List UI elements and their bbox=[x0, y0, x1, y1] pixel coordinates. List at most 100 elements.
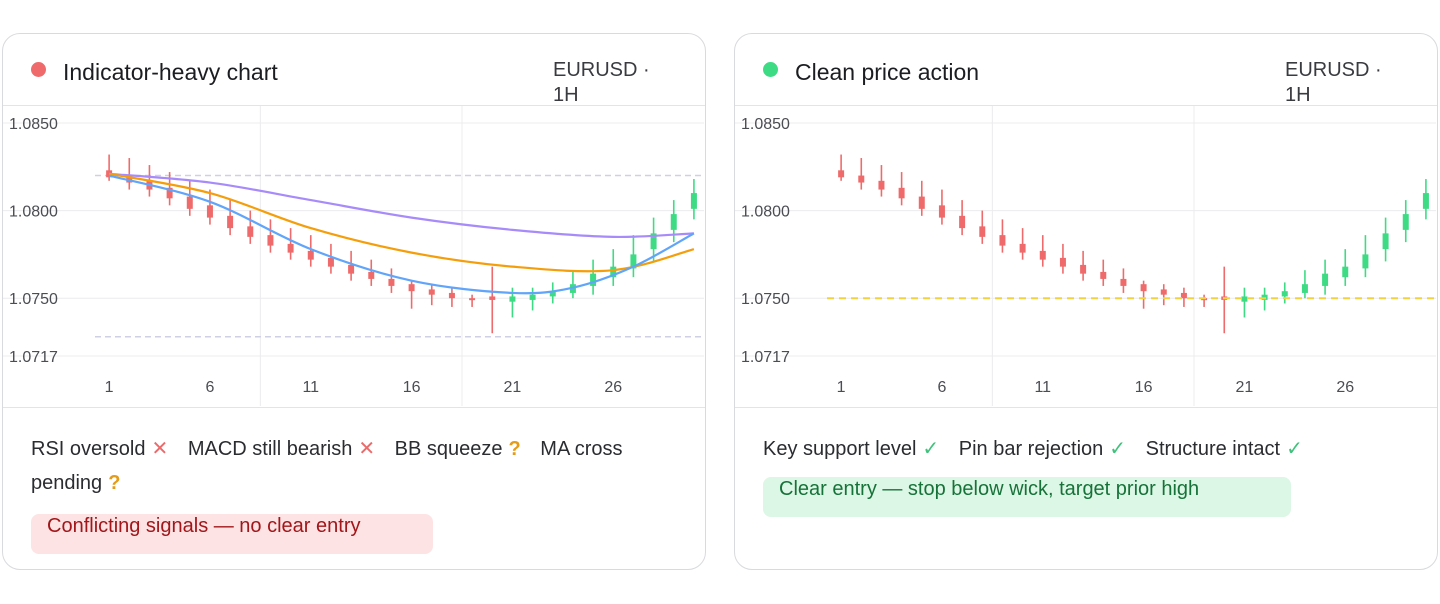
candle-bearish bbox=[1160, 284, 1167, 306]
candle-body bbox=[287, 243, 294, 253]
signal-item: MA cross pending? bbox=[31, 438, 623, 494]
signal-label: RSI oversold bbox=[31, 438, 146, 460]
candle-body bbox=[918, 196, 925, 209]
candle-body bbox=[126, 175, 133, 183]
candle-bearish bbox=[1059, 243, 1066, 274]
candle-body bbox=[247, 226, 254, 237]
candle-bullish bbox=[690, 179, 697, 220]
candle-body bbox=[448, 292, 455, 299]
candle-bearish bbox=[938, 189, 945, 225]
candle-bearish bbox=[1180, 287, 1187, 307]
candle-bearish bbox=[206, 189, 213, 225]
signal-label: MA cross pending bbox=[31, 438, 623, 494]
panel-indicator-heavy: Indicator-heavy chart EURUSD · 1H 1.0850… bbox=[2, 33, 706, 570]
candle-bullish bbox=[1422, 179, 1429, 220]
y-tick-label: 1.0800 bbox=[9, 204, 58, 221]
y-tick-label: 1.0850 bbox=[9, 116, 58, 133]
candle-bullish bbox=[1342, 249, 1349, 286]
candle-body bbox=[959, 215, 966, 229]
candle-body bbox=[690, 193, 697, 209]
footer-divider bbox=[735, 407, 1437, 408]
candle-body bbox=[106, 170, 113, 178]
candle-body bbox=[1019, 243, 1026, 253]
candle-body bbox=[630, 254, 637, 269]
candle-bearish bbox=[287, 228, 294, 260]
candle-body bbox=[348, 264, 355, 274]
candle-body bbox=[509, 296, 516, 302]
check-icon: ✓ bbox=[922, 438, 940, 460]
symbol-timeframe: EURUSD · 1H bbox=[1285, 59, 1382, 106]
panel-title: Indicator-heavy chart bbox=[63, 59, 278, 85]
candle-bullish bbox=[529, 287, 536, 311]
candle-body bbox=[1120, 278, 1127, 286]
candle-bearish bbox=[999, 219, 1006, 253]
candle-body bbox=[307, 250, 314, 260]
candle-body bbox=[1301, 284, 1308, 293]
moving-average-line bbox=[108, 174, 695, 295]
candle-bearish bbox=[368, 259, 375, 286]
y-tick-label: 1.0717 bbox=[741, 349, 790, 366]
signal-label: BB squeeze bbox=[394, 438, 503, 460]
candle-bullish bbox=[1281, 282, 1288, 304]
candle-bullish bbox=[1402, 200, 1409, 243]
candle-body bbox=[878, 180, 885, 190]
candle-body bbox=[408, 284, 415, 292]
question-icon: ? bbox=[508, 438, 521, 460]
candle-bullish bbox=[1362, 235, 1369, 278]
candle-body bbox=[1180, 292, 1187, 299]
candle-body bbox=[590, 273, 597, 286]
status-dot-green bbox=[763, 62, 778, 77]
candle-bullish bbox=[1382, 217, 1389, 262]
candle-body bbox=[1422, 193, 1429, 209]
candle-bearish bbox=[1221, 266, 1228, 334]
footer-divider bbox=[3, 407, 705, 408]
candle-bearish bbox=[348, 250, 355, 281]
header-divider bbox=[735, 105, 1437, 106]
candle-body bbox=[428, 289, 435, 295]
candle-body bbox=[670, 214, 677, 230]
signal-list: Key support level ✓ Pin bar rejection ✓ St… bbox=[763, 432, 1403, 466]
candle-bearish bbox=[858, 158, 865, 190]
candle-bearish bbox=[247, 210, 254, 244]
candle-body bbox=[1160, 289, 1167, 295]
check-icon: ✓ bbox=[1286, 438, 1303, 460]
cross-icon: ✕ bbox=[151, 438, 169, 460]
status-dot-red bbox=[31, 62, 46, 77]
panel-clean-price-action: Clean price action EURUSD · 1H 1.0850 1.0… bbox=[734, 33, 1438, 570]
candle-bearish bbox=[959, 200, 966, 236]
signal-item: RSI oversold ✕ bbox=[31, 438, 168, 460]
candle-body bbox=[186, 196, 193, 209]
candle-body bbox=[1100, 271, 1107, 279]
signal-item: Pin bar rejection ✓ bbox=[959, 438, 1126, 460]
y-tick-label: 1.0800 bbox=[741, 204, 790, 221]
candle-bullish bbox=[650, 217, 657, 262]
verdict-badge: Clear entry — stop below wick, target pr… bbox=[763, 477, 1291, 517]
candle-bullish bbox=[630, 235, 637, 278]
check-icon: ✓ bbox=[1109, 438, 1127, 460]
candle-bullish bbox=[569, 270, 576, 299]
candle-bearish bbox=[388, 268, 395, 293]
x-tick-label: 11 bbox=[1034, 379, 1051, 396]
candle-body bbox=[650, 233, 657, 250]
candle-body bbox=[1241, 296, 1248, 302]
candle-bearish bbox=[126, 158, 133, 190]
candle-body bbox=[166, 187, 173, 199]
candle-body bbox=[549, 291, 556, 297]
signal-label: Structure intact bbox=[1145, 438, 1281, 460]
candle-body bbox=[838, 170, 845, 178]
candle-bearish bbox=[838, 154, 845, 181]
candle-bearish bbox=[186, 180, 193, 216]
signal-item: MACD still bearish ✕ bbox=[188, 438, 375, 460]
candle-body bbox=[898, 187, 905, 199]
candle-body bbox=[489, 296, 496, 300]
signal-list: RSI oversold ✕ MACD still bearish ✕ BB squ… bbox=[31, 432, 671, 500]
candle-bearish bbox=[1080, 250, 1087, 281]
x-tick-label: 6 bbox=[205, 379, 214, 396]
candle-body bbox=[1362, 254, 1369, 269]
candle-bearish bbox=[1039, 235, 1046, 267]
x-tick-label: 16 bbox=[403, 379, 421, 396]
candle-body bbox=[1322, 273, 1329, 286]
candle-bullish bbox=[610, 249, 617, 286]
candle-bearish bbox=[408, 280, 415, 309]
